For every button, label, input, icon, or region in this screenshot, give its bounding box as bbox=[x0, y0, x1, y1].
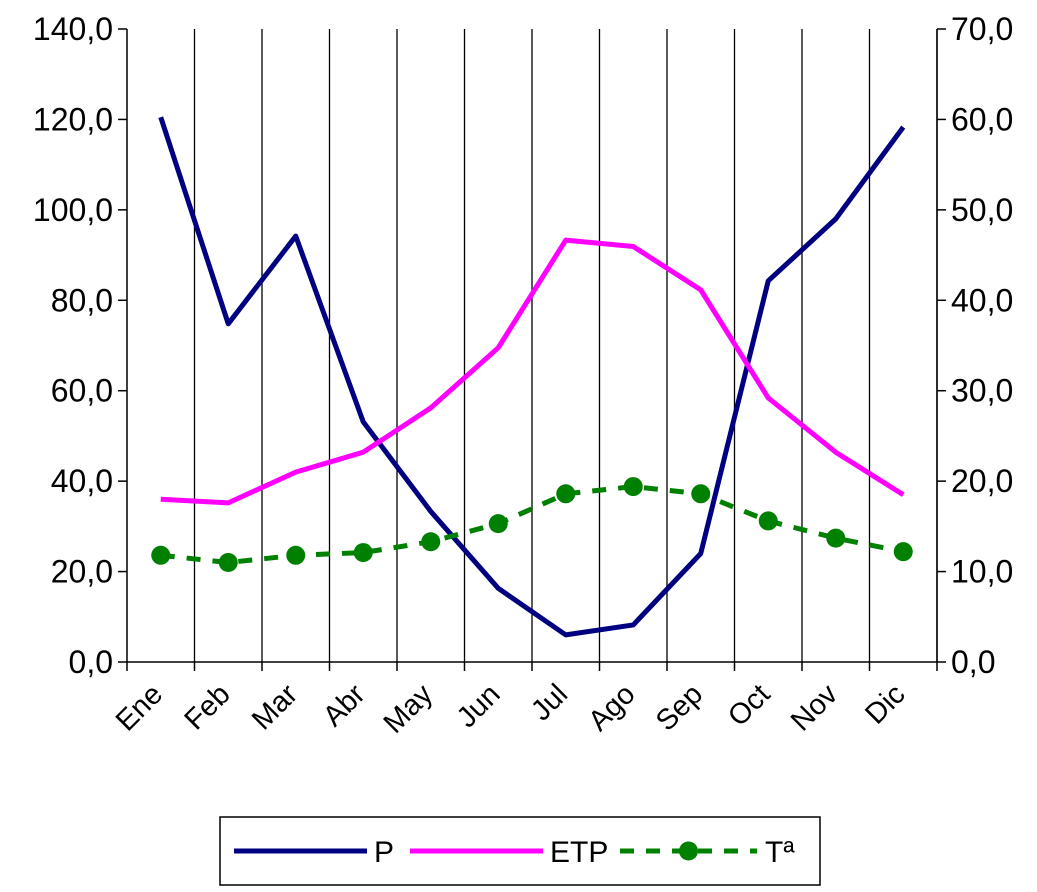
y-left-tick-label: 80,0 bbox=[51, 282, 113, 318]
series-point bbox=[488, 514, 508, 534]
y-right-tick-label: 40,0 bbox=[951, 282, 1013, 318]
x-category-label: Feb bbox=[179, 678, 237, 736]
y-left-tick-label: 40,0 bbox=[51, 463, 113, 499]
legend: P ETP Tª bbox=[219, 816, 821, 886]
y-left-tick-label: 0,0 bbox=[69, 644, 113, 680]
x-category-label: Oct bbox=[722, 678, 777, 733]
y-left-tick-label: 140,0 bbox=[33, 11, 113, 47]
series-point bbox=[893, 542, 913, 562]
y-left-tick-label: 120,0 bbox=[33, 101, 113, 137]
legend-label: P bbox=[374, 836, 394, 869]
x-category-label: Nov bbox=[785, 678, 844, 737]
y-right-tick-label: 60,0 bbox=[951, 101, 1013, 137]
x-category-label: Jun bbox=[451, 678, 507, 734]
grid-layer bbox=[193, 29, 938, 662]
series-point bbox=[556, 484, 576, 504]
series-point bbox=[218, 553, 238, 573]
y-right-tick-label: 50,0 bbox=[951, 192, 1013, 228]
x-category-label: May bbox=[378, 678, 440, 740]
y-right-tick-label: 20,0 bbox=[951, 463, 1013, 499]
y-right-tick-label: 0,0 bbox=[951, 644, 995, 680]
series-layer bbox=[151, 116, 913, 638]
x-category-label: Dic bbox=[859, 678, 911, 730]
series-point bbox=[623, 477, 643, 497]
x-category-label: Sep bbox=[650, 678, 709, 737]
y-left-tick-label: 20,0 bbox=[51, 554, 113, 590]
x-category-label: Mar bbox=[246, 678, 304, 736]
series-point bbox=[353, 543, 373, 563]
x-category-label: Abr bbox=[317, 678, 372, 733]
axis-layer: 0,0 20,0 40,0 60,0 80,0 100,0 120,0 140,0 0,0 10,… bbox=[33, 11, 1013, 740]
x-category-label: Ago bbox=[582, 678, 641, 737]
series-point bbox=[421, 532, 441, 552]
y-right-tick-label: 30,0 bbox=[951, 373, 1013, 409]
series-point bbox=[758, 511, 778, 531]
series-point bbox=[151, 545, 171, 565]
x-category-label: Ene bbox=[110, 678, 169, 737]
legend-label: ETP bbox=[550, 836, 608, 869]
series-line-p bbox=[158, 116, 906, 638]
series-point bbox=[691, 484, 711, 504]
legend-marker bbox=[679, 841, 698, 861]
series-line-t- bbox=[160, 484, 904, 566]
x-category-label: Jul bbox=[525, 678, 574, 727]
y-right-tick-label: 70,0 bbox=[951, 11, 1013, 47]
y-right-tick-label: 10,0 bbox=[951, 554, 1013, 590]
y-left-tick-label: 60,0 bbox=[51, 373, 113, 409]
series-line-etp bbox=[160, 237, 905, 506]
series-point bbox=[826, 528, 846, 548]
y-left-tick-label: 100,0 bbox=[33, 192, 113, 228]
legend-label: Tª bbox=[765, 836, 795, 869]
series-point bbox=[286, 545, 306, 565]
